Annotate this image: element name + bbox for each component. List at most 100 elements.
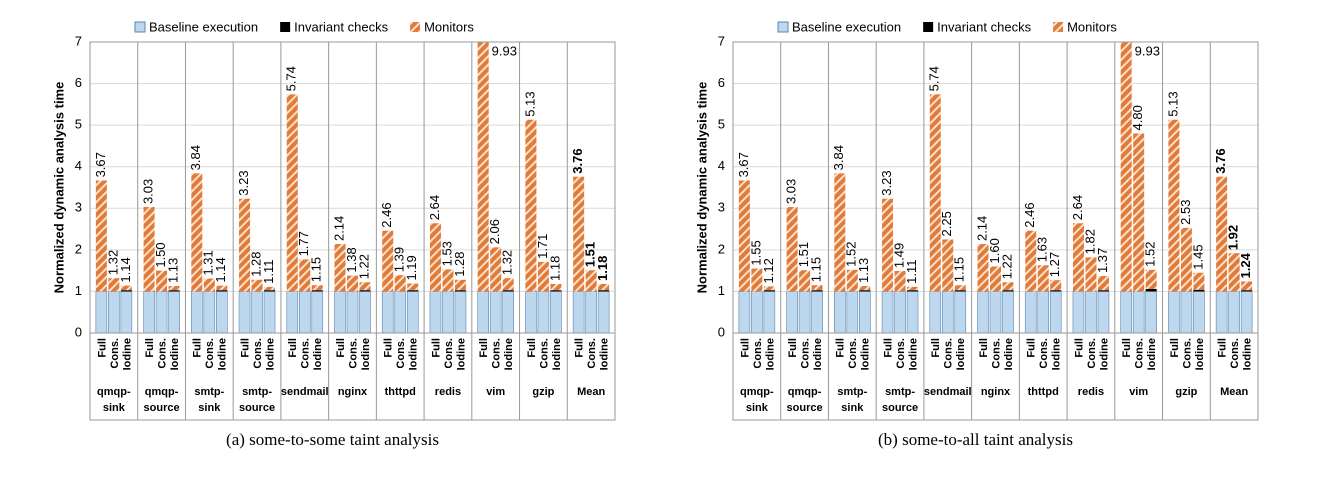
category-label: Mean: [1220, 386, 1248, 398]
data-label: 1.15: [309, 257, 324, 282]
bar-segment: [120, 290, 132, 292]
data-label: 1.63: [1035, 237, 1050, 262]
data-label: 9.93: [492, 43, 517, 58]
bar-label: Full: [335, 338, 347, 358]
bar-segment: [859, 291, 871, 333]
category-label: sink: [746, 402, 769, 414]
bar-segment: [454, 290, 466, 292]
bar-segment: [263, 291, 276, 333]
bar-label: Cons.: [204, 338, 216, 369]
category-label: nginx: [981, 386, 1011, 398]
bar-segment: [442, 291, 454, 333]
bar-segment: [525, 291, 537, 333]
bar-label: Full: [287, 338, 299, 358]
bar-segment: [120, 291, 133, 333]
data-label: 1.14: [213, 257, 228, 282]
bar-segment: [907, 286, 919, 291]
bar-label: Full: [882, 338, 894, 358]
bar-segment: [216, 285, 228, 291]
bar-segment: [311, 285, 323, 291]
data-label: 1.55: [748, 240, 763, 265]
bar-segment: [429, 291, 442, 333]
bar-segment: [238, 291, 251, 333]
bar-label: Iodine: [907, 338, 919, 370]
data-label: 1.52: [1143, 241, 1158, 266]
bar-segment: [597, 291, 610, 333]
bar-label: Iodine: [121, 338, 133, 370]
bar-segment: [585, 270, 597, 292]
bar-label: Iodine: [599, 338, 611, 370]
data-label: 1.82: [1082, 229, 1097, 254]
y-tick-label: 1: [718, 283, 725, 298]
bar-segment: [1002, 290, 1014, 292]
bar-segment: [406, 291, 419, 333]
data-label: 1.14: [118, 257, 133, 282]
legend-label: Baseline execution: [149, 19, 258, 34]
data-label: 2.64: [427, 195, 442, 220]
bar-label: Cons.: [752, 338, 764, 369]
bar-segment: [859, 286, 871, 291]
bar-label: Iodine: [312, 338, 324, 370]
bar-label: Cons.: [491, 338, 503, 369]
bar-segment: [168, 290, 180, 292]
y-tick-label: 3: [718, 200, 725, 215]
bar-segment: [1241, 281, 1253, 291]
data-label: 1.15: [952, 257, 967, 282]
data-label: 2.53: [1178, 200, 1193, 225]
data-label: 2.46: [1022, 202, 1037, 227]
y-tick-label: 6: [718, 75, 725, 90]
bars: [95, 42, 610, 333]
bar-segment: [168, 286, 180, 291]
caption: (a) some-to-some taint analysis: [226, 430, 439, 449]
bar-segment: [954, 291, 967, 333]
bar-segment: [108, 278, 120, 292]
y-tick-label: 2: [718, 241, 725, 256]
bar-segment: [763, 291, 776, 333]
legend-swatch: [280, 22, 291, 32]
bar-segment: [251, 279, 263, 292]
bar-label: Iodine: [217, 338, 229, 370]
bar-segment: [1193, 289, 1205, 292]
bar-label: Iodine: [1146, 338, 1158, 370]
data-label: 2.46: [379, 202, 394, 227]
bar-label: Full: [787, 338, 799, 358]
y-tick-label: 2: [75, 241, 82, 256]
legend-swatch: [134, 21, 146, 33]
bar-label: Full: [739, 338, 751, 358]
bar-label: Iodine: [1242, 338, 1254, 370]
data-label: 1.39: [392, 247, 407, 272]
bar-segment: [1097, 290, 1109, 292]
data-label: 2.14: [331, 216, 346, 241]
bar-segment: [381, 291, 394, 333]
bar-segment: [811, 285, 823, 291]
y-tick-label: 7: [75, 33, 82, 48]
bar-segment: [798, 291, 811, 333]
data-label: 1.49: [891, 243, 906, 268]
data-label: 1.22: [356, 254, 371, 279]
bar-segment: [502, 290, 514, 292]
data-label: 3.67: [736, 152, 751, 177]
bar-segment: [598, 290, 610, 292]
data-label: 3.84: [831, 145, 846, 170]
bar-label: Iodine: [455, 338, 467, 370]
bar-segment: [1037, 265, 1049, 292]
bar-segment: [394, 291, 407, 333]
bar-segment: [1215, 291, 1228, 333]
bar-segment: [1240, 291, 1253, 333]
data-label: 1.38: [344, 247, 359, 272]
bar-label: Full: [192, 338, 204, 358]
data-label: 2.14: [974, 216, 989, 241]
data-label: 3.23: [879, 170, 894, 195]
data-label: 3.76: [570, 148, 585, 173]
bar-label: Cons.: [1086, 338, 1098, 369]
data-label: 3.76: [1213, 148, 1228, 173]
category-label: source: [239, 402, 275, 414]
bar-label: Full: [835, 338, 847, 358]
bar-segment: [407, 283, 419, 291]
bar-segment: [311, 291, 324, 333]
bar-segment: [834, 291, 846, 333]
legend: Baseline execution Invariant checks Monito…: [134, 19, 474, 34]
data-label: 2.06: [487, 219, 502, 244]
bar-segment: [359, 290, 371, 292]
